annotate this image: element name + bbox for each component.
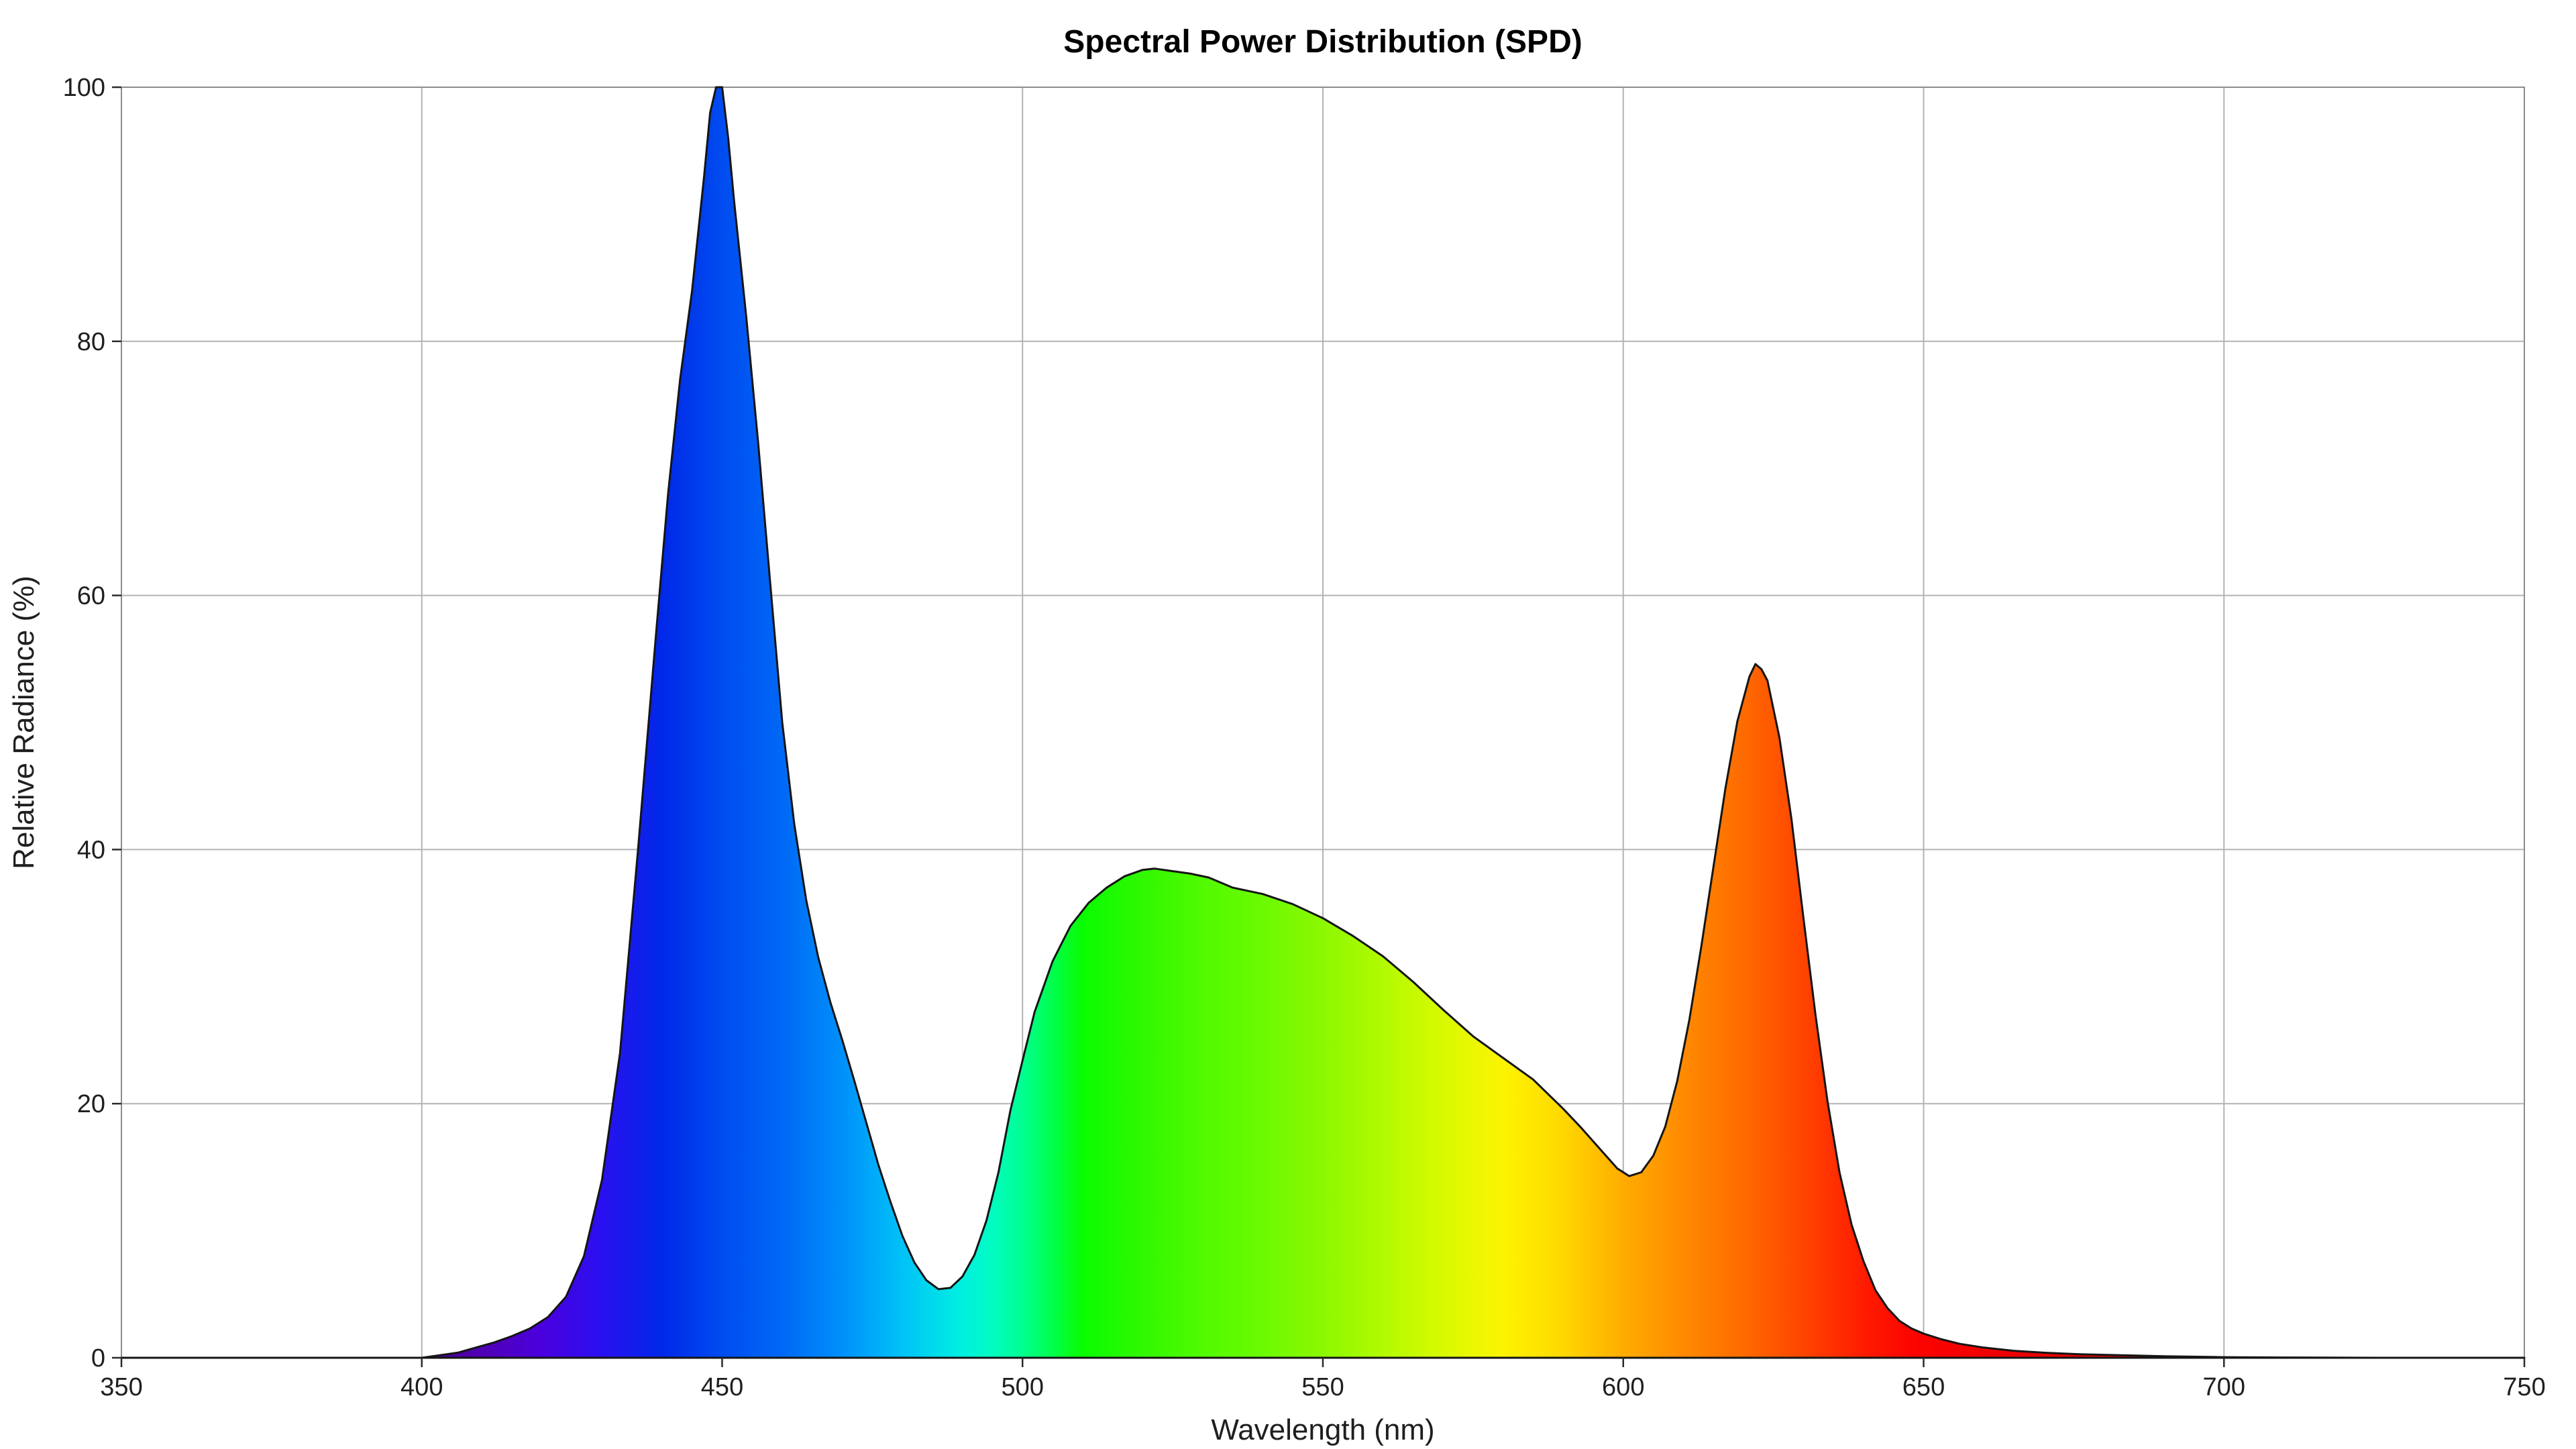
- x-tick-label: 500: [1002, 1373, 1044, 1401]
- x-tick-label: 650: [1902, 1373, 1945, 1401]
- y-tick-label: 40: [77, 836, 105, 864]
- x-tick-label: 700: [2203, 1373, 2245, 1401]
- x-tick-label: 550: [1301, 1373, 1344, 1401]
- y-tick-label: 60: [77, 582, 105, 610]
- y-axis-title: Relative Radiance (%): [7, 576, 40, 869]
- tick-layer: [112, 86, 2526, 1367]
- x-tick-label: 450: [701, 1373, 743, 1401]
- x-tick-label: 400: [400, 1373, 443, 1401]
- y-tick-label: 100: [63, 74, 105, 102]
- tick-label-layer: 350 400 450 500 550 600 650 700 750 0 20 40 60 80 100: [63, 74, 2546, 1401]
- x-tick-label: 350: [100, 1373, 142, 1401]
- y-tick-label: 80: [77, 328, 105, 356]
- chart-title: Spectral Power Distribution (SPD): [1063, 24, 1582, 60]
- spd-curve-area: [120, 86, 2526, 1359]
- x-axis-title: Wavelength (nm): [1211, 1413, 1434, 1446]
- x-tick-label: 750: [2503, 1373, 2545, 1401]
- y-tick-label: 20: [77, 1090, 105, 1118]
- y-tick-label: 0: [91, 1344, 105, 1373]
- x-tick-label: 600: [1602, 1373, 1644, 1401]
